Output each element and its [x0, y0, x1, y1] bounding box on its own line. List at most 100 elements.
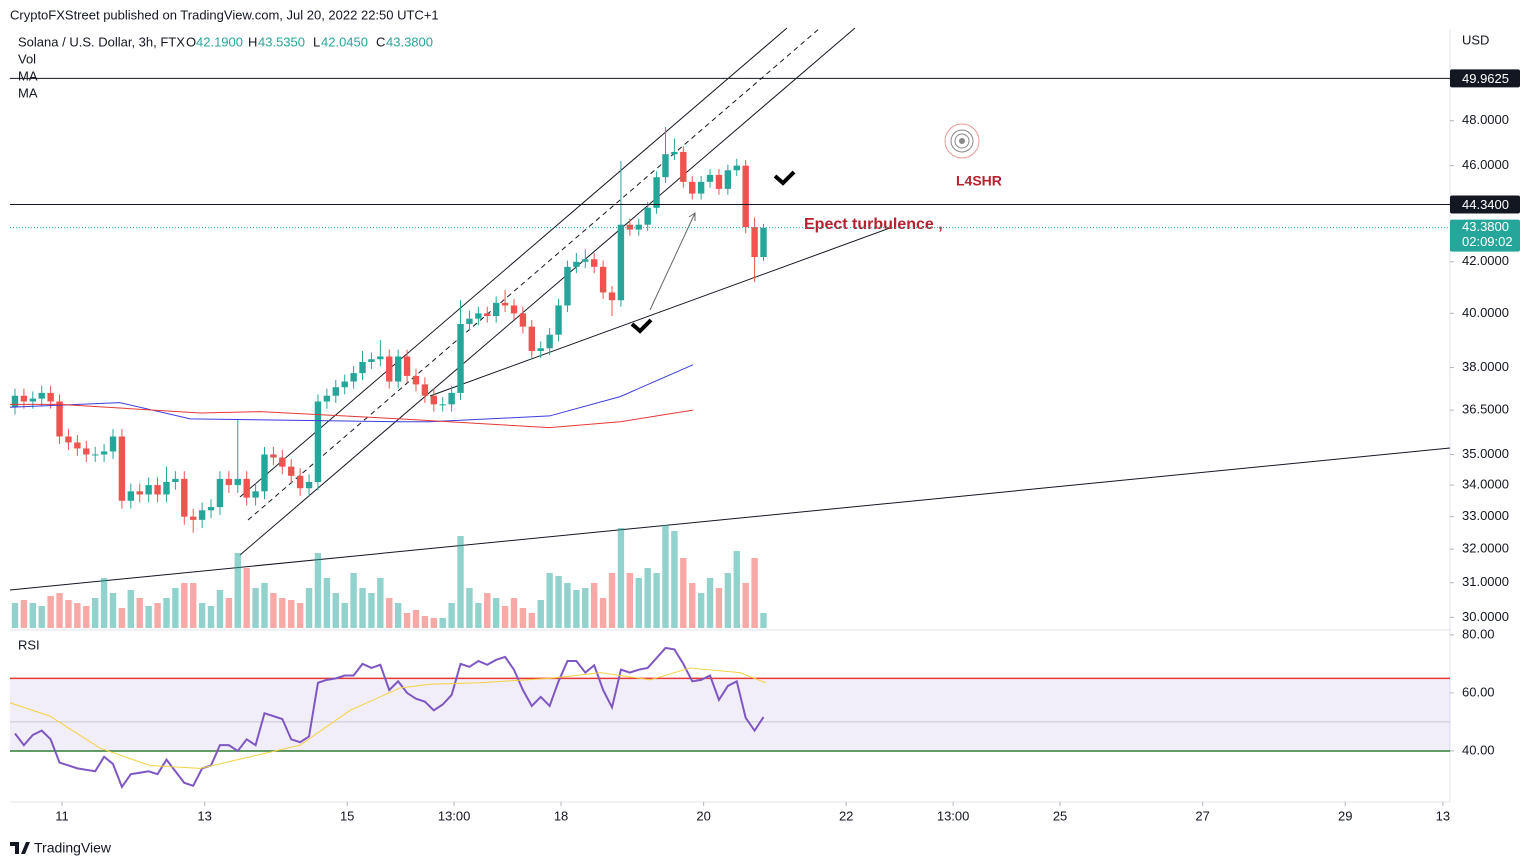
last-price-label: 43.3800 — [1462, 219, 1509, 234]
candle-body — [680, 151, 687, 182]
candle-body — [368, 359, 375, 363]
volume-bar — [724, 573, 732, 628]
candle-body — [100, 451, 108, 455]
price-label: 44.3400 — [1462, 197, 1509, 212]
candle-body — [279, 457, 286, 467]
volume-bar — [662, 525, 669, 628]
candle-body — [11, 395, 19, 408]
candle-body — [261, 454, 268, 492]
candle-body — [626, 224, 634, 230]
candle-body — [56, 401, 63, 437]
ohlc-value: 42.0450 — [321, 34, 368, 49]
volume-bar — [154, 603, 161, 628]
publisher: CryptoFXStreet published on TradingView.… — [10, 7, 439, 22]
volume-bar — [555, 576, 562, 628]
volume-bar — [519, 608, 527, 628]
y-tick-label: 31.0000 — [1462, 574, 1509, 589]
x-tick-label: 25 — [1053, 808, 1067, 823]
volume-bar — [270, 593, 277, 628]
candle-body — [760, 227, 767, 258]
candle-body — [706, 174, 714, 182]
y-tick-label: 30.0000 — [1462, 609, 1509, 624]
volume-bar — [341, 603, 348, 628]
logo — [10, 842, 30, 854]
channel-line — [239, 27, 856, 556]
candle-body — [733, 165, 740, 171]
volume-bar — [74, 603, 81, 628]
x-tick-label: 13 — [197, 808, 211, 823]
volume-bar — [475, 603, 482, 628]
y-tick-label: 36.5000 — [1462, 402, 1509, 417]
candle-body — [270, 454, 277, 458]
volume-bar — [439, 618, 446, 628]
candle-body — [439, 404, 446, 406]
candle-body — [332, 387, 339, 396]
volume-bar — [653, 573, 660, 628]
volume-bar — [644, 568, 651, 628]
price-label-box — [1450, 195, 1520, 214]
volume-bar — [492, 598, 500, 628]
volume-bar — [394, 603, 402, 628]
candle-body — [590, 259, 598, 267]
candle-body — [484, 313, 491, 316]
candle-body — [751, 227, 758, 258]
candle-body — [216, 478, 224, 508]
candle-body — [386, 356, 393, 382]
volume-bar — [760, 613, 767, 628]
volume-bar — [332, 593, 339, 628]
volume-bar — [198, 603, 206, 628]
volume-bar — [626, 573, 634, 628]
drawings — [9, 27, 1451, 591]
volume-bar — [181, 583, 188, 628]
icon — [944, 123, 980, 159]
volume-bar — [608, 573, 616, 628]
volume-bar — [56, 593, 63, 628]
candle-body — [83, 448, 90, 455]
indicator-label: Vol — [18, 51, 36, 66]
candle-body — [198, 510, 206, 520]
volume-bar — [127, 590, 135, 628]
channel-line — [239, 27, 788, 498]
volume-bar — [288, 600, 295, 628]
candle-body — [359, 362, 366, 374]
x-tick-label: 13:00 — [438, 808, 471, 823]
volume-bar — [172, 588, 179, 628]
footer-text: TradingView — [34, 840, 112, 856]
volume-bar — [733, 551, 740, 628]
candle-body — [305, 482, 313, 489]
ohlc-key: O — [186, 34, 196, 49]
y-tick-label: 35.0000 — [1462, 446, 1509, 461]
candle-body — [29, 398, 37, 402]
candle-body — [492, 302, 500, 316]
candle-body — [377, 356, 384, 360]
candle-body — [555, 305, 562, 335]
volume-bar — [510, 598, 518, 628]
candle-body — [475, 313, 482, 319]
symbol-title: Solana / U.S. Dollar, 3h, FTX — [18, 34, 185, 49]
volume-bar — [252, 588, 259, 628]
volume-bar — [484, 593, 491, 628]
candle-body — [457, 323, 464, 393]
ohlc-value: 42.1900 — [196, 34, 243, 49]
candle-body — [599, 266, 607, 293]
volume-bar — [47, 596, 54, 628]
candle-body — [172, 478, 179, 483]
candle-body — [252, 491, 259, 498]
volume-bar — [109, 593, 117, 628]
candle-body — [430, 395, 438, 405]
x-tick-label: 13 — [1436, 808, 1450, 823]
candle-body — [296, 475, 304, 489]
volume-bar — [689, 583, 696, 628]
volume-bar — [564, 583, 571, 628]
candle-body — [537, 348, 544, 352]
volume-bar — [412, 610, 420, 628]
candle-body — [323, 395, 331, 402]
indicator-label: MA — [18, 85, 38, 100]
candle-body — [20, 395, 28, 402]
candle-body — [608, 292, 616, 301]
candle-body — [510, 305, 518, 314]
volume-bar — [65, 600, 72, 628]
candle-body — [466, 318, 473, 324]
volume-bar — [359, 588, 366, 628]
